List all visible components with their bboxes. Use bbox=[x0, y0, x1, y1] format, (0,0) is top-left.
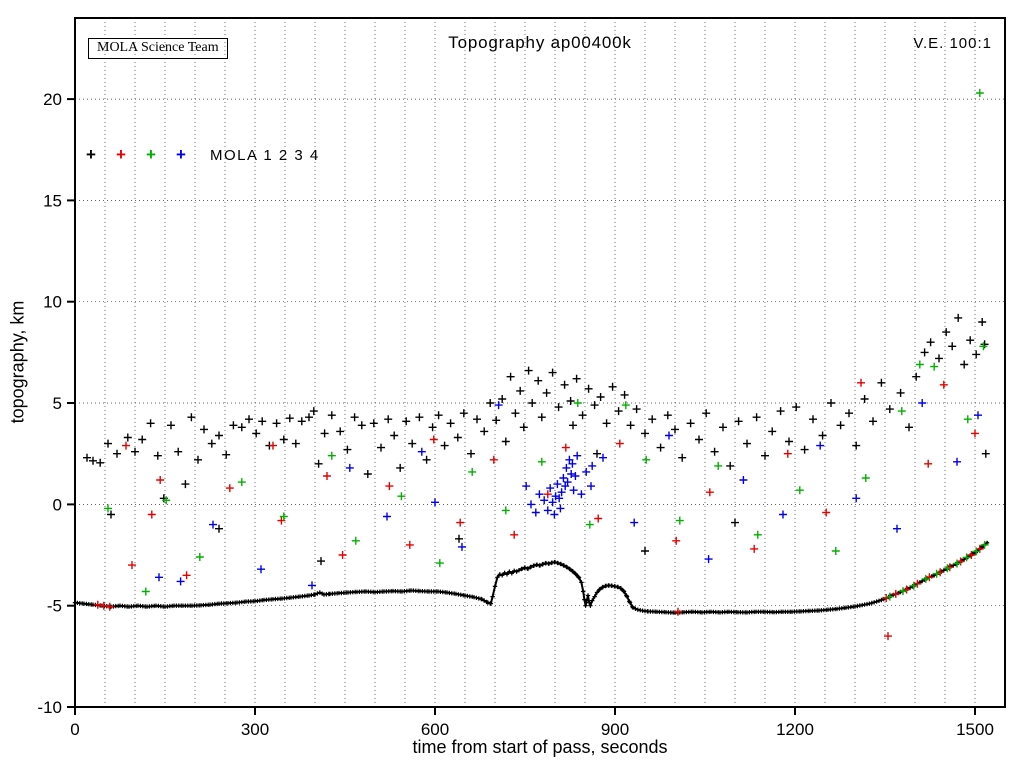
y-tick-label: 20 bbox=[43, 90, 62, 109]
x-tick-label: 900 bbox=[601, 720, 629, 739]
y-tick-label: 5 bbox=[53, 394, 62, 413]
y-tick-label: 15 bbox=[43, 191, 62, 210]
x-tick-label: 600 bbox=[421, 720, 449, 739]
y-tick-label: 10 bbox=[43, 293, 62, 312]
y-tick-label: -5 bbox=[47, 597, 62, 616]
vertical-exaggeration-label: V.E. 100:1 bbox=[913, 35, 992, 52]
legend-marker-mola2-icon: + bbox=[116, 145, 126, 164]
scatter-mola4 bbox=[155, 399, 982, 590]
x-tick-label: 0 bbox=[70, 720, 79, 739]
mola-science-team-box: MOLA Science Team bbox=[88, 38, 228, 59]
legend-label: MOLA 1 2 3 4 bbox=[210, 146, 320, 164]
axis-ticks-and-labels: 0 300 600 900 1200 1500 -10 -5 0 5 10 15 20 bbox=[37, 90, 993, 739]
x-tick-label: 1200 bbox=[776, 720, 814, 739]
plot-frame bbox=[74, 17, 1006, 708]
y-tick-label: 0 bbox=[53, 495, 62, 514]
scatter-mola3 bbox=[104, 89, 989, 601]
scatter-mola1 bbox=[83, 313, 990, 566]
gridlines bbox=[75, 18, 1005, 707]
ground-track bbox=[72, 540, 990, 615]
y-tick-label: -10 bbox=[37, 698, 62, 717]
x-axis-title: time from start of pass, seconds bbox=[412, 737, 668, 757]
x-tick-label: 1500 bbox=[956, 720, 994, 739]
legend: + + + + MOLA 1 2 3 4 bbox=[86, 145, 320, 165]
y-axis-title: topography, km bbox=[7, 300, 28, 424]
legend-marker-mola3-icon: + bbox=[146, 145, 156, 164]
chart-title: Topography ap00400k bbox=[448, 33, 632, 52]
legend-marker-mola1-icon: + bbox=[86, 145, 96, 164]
scatter-mola2 bbox=[93, 378, 984, 641]
x-tick-label: 300 bbox=[241, 720, 269, 739]
legend-marker-mola4-icon: + bbox=[176, 145, 186, 164]
